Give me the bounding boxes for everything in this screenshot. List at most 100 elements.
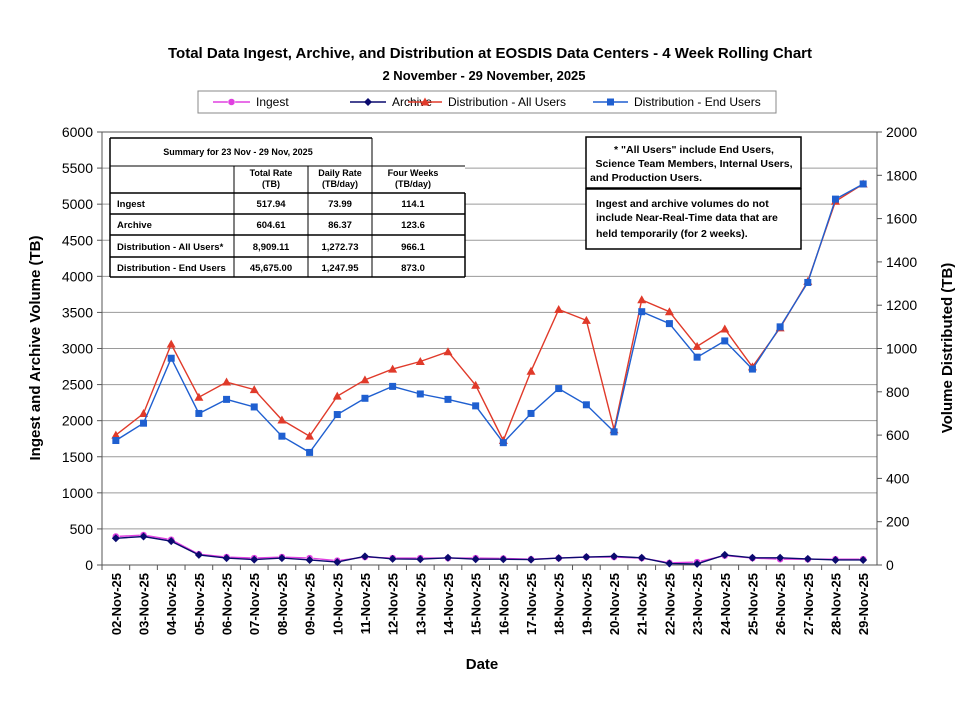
- data-point-distribution-all-users: [443, 347, 453, 356]
- note-ingest-archive-line-1: Ingest and archive volumes do not: [596, 198, 769, 210]
- legend-label-distribution-all-users: Distribution - All Users: [448, 95, 566, 109]
- x-tick-label: 24-Nov-25: [718, 573, 733, 635]
- data-point-archive: [277, 554, 286, 563]
- data-point-distribution-end-users: [582, 401, 590, 409]
- x-tick-label: 23-Nov-25: [690, 573, 705, 635]
- x-tick-label: 05-Nov-25: [192, 573, 207, 635]
- data-point-distribution-end-users: [416, 390, 424, 398]
- x-tick-label: 21-Nov-25: [635, 573, 650, 635]
- summary-table-cell: 8,909.11: [253, 242, 290, 253]
- x-tick-label: 04-Nov-25: [164, 573, 179, 635]
- data-point-archive: [194, 550, 203, 559]
- series-archive: [111, 532, 868, 568]
- data-point-distribution-all-users: [332, 391, 342, 400]
- data-point-distribution-all-users: [526, 366, 536, 375]
- left-tick-label: 1000: [62, 485, 93, 501]
- summary-table-cell: 966.1: [401, 242, 425, 253]
- summary-table-cell: 604.61: [256, 220, 286, 231]
- data-point-distribution-end-users: [140, 419, 148, 427]
- note-ingest-archive-box: [585, 188, 802, 250]
- legend-item-distribution-all-users: Distribution - All Users: [408, 95, 566, 109]
- x-tick-label: 25-Nov-25: [745, 573, 760, 635]
- legend: Ingest Archive Distribution - All Users Dis…: [197, 90, 777, 114]
- legend-item-distribution-end-users: Distribution - End Users: [593, 95, 761, 109]
- right-tick-label: 1800: [886, 167, 917, 183]
- right-axis-title: Volume Distributed (TB): [939, 263, 956, 434]
- left-tick-label: 500: [70, 521, 94, 537]
- x-tick-label: 03-Nov-25: [137, 573, 152, 635]
- data-point-distribution-all-users: [692, 341, 702, 350]
- right-tick-label: 400: [886, 470, 910, 486]
- note-all-users-line-1: * "All Users" include End Users,: [614, 144, 774, 156]
- right-tick-label: 0: [886, 557, 894, 573]
- x-tick-label: 22-Nov-25: [662, 573, 677, 635]
- summary-table-cell: 873.0: [401, 263, 425, 274]
- data-point-archive: [167, 537, 176, 546]
- series-distribution-end-users: [112, 180, 867, 456]
- left-tick-label: 4000: [62, 268, 93, 284]
- data-point-archive: [139, 532, 148, 541]
- legend-box: [197, 90, 777, 114]
- data-point-archive: [360, 552, 369, 561]
- summary-table-header: Total Rate: [250, 168, 293, 178]
- data-point-distribution-end-users: [250, 403, 258, 411]
- x-tick-label: 06-Nov-25: [220, 573, 235, 635]
- series-line-archive: [115, 535, 864, 565]
- x-tick-label: 07-Nov-25: [247, 573, 262, 635]
- chart-subtitle: 2 November - 29 November, 2025: [382, 68, 585, 83]
- note-ingest-archive: Ingest and archive volumes do not includ…: [585, 188, 802, 250]
- left-axis-ticks: 0 500 1000 1500 2000 2500 3000 3500 4000 4500 5000…: [62, 124, 102, 573]
- summary-table-cell: 123.6: [401, 220, 425, 231]
- data-point-archive: [111, 534, 120, 543]
- left-tick-label: 3000: [62, 341, 93, 357]
- data-point-distribution-all-users: [222, 377, 232, 386]
- right-tick-label: 1400: [886, 254, 917, 270]
- right-axis-ticks: 0 200 400 600 800 1000 1200 1400 1600 1800 2000: [877, 124, 917, 573]
- legend-label-ingest: Ingest: [256, 95, 289, 109]
- data-point-archive: [831, 555, 840, 564]
- legend-marker-distribution-end-users: [607, 98, 614, 106]
- left-tick-label: 3500: [62, 304, 93, 320]
- data-point-distribution-end-users: [748, 365, 756, 373]
- data-point-distribution-end-users: [665, 320, 673, 328]
- data-point-archive: [693, 559, 702, 568]
- x-tick-label: 08-Nov-25: [275, 573, 290, 635]
- x-tick-label: 13-Nov-25: [413, 573, 428, 635]
- data-point-distribution-end-users: [776, 323, 784, 331]
- note-ingest-archive-line-3: held temporarily (for 2 weeks).: [596, 228, 748, 240]
- data-point-distribution-end-users: [389, 382, 397, 390]
- legend-marker-distribution-all-users: [420, 97, 430, 106]
- left-tick-label: 5000: [62, 196, 93, 212]
- data-point-archive: [222, 554, 231, 563]
- right-tick-label: 2000: [886, 124, 917, 140]
- left-tick-label: 5500: [62, 160, 93, 176]
- left-axis-title: Ingest and Archive Volume (TB): [27, 235, 44, 460]
- data-point-distribution-end-users: [444, 395, 452, 403]
- x-tick-label: 12-Nov-25: [386, 573, 401, 635]
- x-tick-label: 17-Nov-25: [524, 573, 539, 635]
- x-tick-label: 02-Nov-25: [109, 573, 124, 635]
- data-point-archive: [499, 555, 508, 564]
- summary-table-row-label: Distribution - All Users*: [117, 242, 224, 253]
- summary-table-row-label: Distribution - End Users: [117, 263, 226, 274]
- chart-title: Total Data Ingest, Archive, and Distribu…: [168, 45, 812, 62]
- data-point-distribution-end-users: [361, 394, 369, 402]
- data-point-distribution-all-users: [111, 430, 121, 439]
- data-point-distribution-all-users: [249, 385, 259, 394]
- data-point-archive: [416, 555, 425, 564]
- data-point-archive: [803, 554, 812, 563]
- data-point-archive: [582, 553, 591, 562]
- data-point-archive: [250, 555, 259, 564]
- summary-table-header: Daily Rate: [318, 168, 362, 178]
- data-point-distribution-all-users: [637, 295, 647, 304]
- x-tick-label: 16-Nov-25: [496, 573, 511, 635]
- summary-table-cell: 517.94: [256, 199, 286, 210]
- series-ingest: [112, 531, 867, 567]
- x-tick-label: 09-Nov-25: [303, 573, 318, 635]
- data-point-distribution-all-users: [388, 364, 398, 373]
- data-point-distribution-all-users: [471, 380, 481, 389]
- data-point-distribution-end-users: [333, 411, 341, 419]
- data-point-distribution-all-users: [415, 356, 425, 365]
- legend-marker-archive: [364, 98, 372, 106]
